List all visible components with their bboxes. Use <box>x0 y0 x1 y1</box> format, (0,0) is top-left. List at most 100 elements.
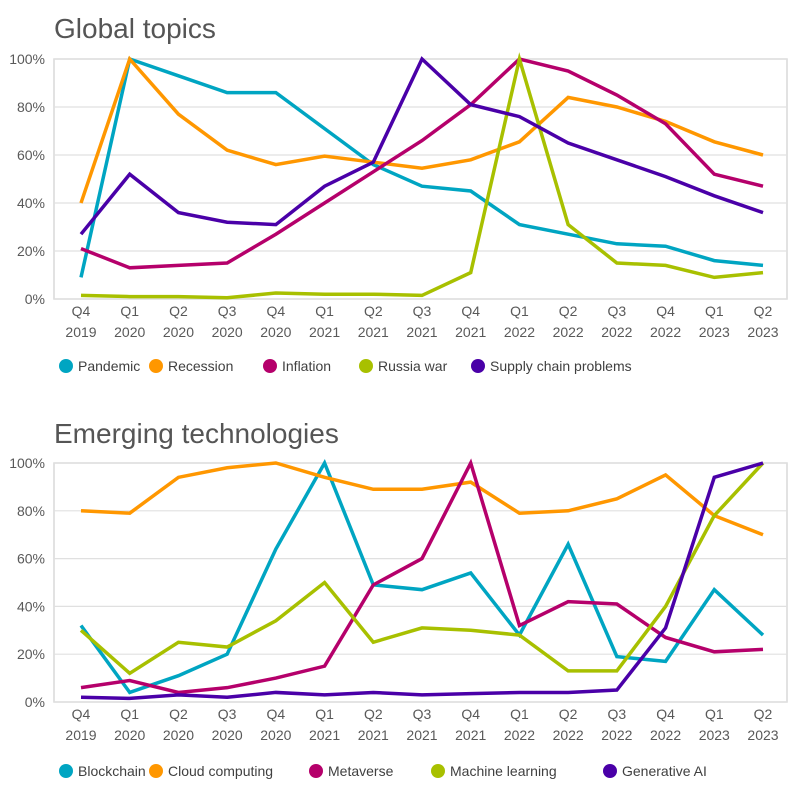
x-tick-year: 2022 <box>504 727 535 743</box>
legend-marker <box>309 764 323 778</box>
legend-marker <box>471 359 485 373</box>
x-tick-quarter: Q2 <box>559 303 578 319</box>
legend-marker <box>59 764 73 778</box>
x-tick-quarter: Q3 <box>413 303 432 319</box>
x-tick-quarter: Q4 <box>461 706 480 722</box>
x-tick-year: 2023 <box>699 727 730 743</box>
x-tick-year: 2019 <box>65 324 96 340</box>
x-tick-year: 2023 <box>699 324 730 340</box>
x-tick-quarter: Q3 <box>218 706 237 722</box>
x-tick-year: 2023 <box>747 324 778 340</box>
x-tick-year: 2021 <box>309 727 340 743</box>
x-tick-quarter: Q1 <box>120 303 139 319</box>
legend-marker <box>59 359 73 373</box>
x-tick-year: 2022 <box>553 727 584 743</box>
y-tick-label: 40% <box>17 598 45 614</box>
x-tick-quarter: Q1 <box>510 303 529 319</box>
x-tick-year: 2021 <box>406 727 437 743</box>
x-tick-year: 2022 <box>504 324 535 340</box>
x-tick-quarter: Q2 <box>754 303 773 319</box>
x-tick-year: 2020 <box>260 324 291 340</box>
x-tick-year: 2023 <box>747 727 778 743</box>
legend-marker <box>359 359 373 373</box>
y-tick-label: 100% <box>9 455 45 471</box>
x-tick-quarter: Q3 <box>608 303 627 319</box>
x-tick-year: 2020 <box>163 324 194 340</box>
x-tick-year: 2021 <box>406 324 437 340</box>
chart-title: Global topics <box>54 13 216 44</box>
y-tick-label: 0% <box>25 291 45 307</box>
chart-title: Emerging technologies <box>54 418 339 449</box>
legend-label: Recession <box>168 358 233 374</box>
series-line-pandemic <box>79 56 764 278</box>
x-tick-year: 2021 <box>309 324 340 340</box>
x-tick-year: 2022 <box>553 324 584 340</box>
x-tick-year: 2022 <box>601 727 632 743</box>
legend-label: Metaverse <box>328 763 394 779</box>
x-tick-year: 2022 <box>650 727 681 743</box>
legend-label: Pandemic <box>78 358 140 374</box>
x-tick-quarter: Q1 <box>315 706 334 722</box>
x-tick-quarter: Q1 <box>705 303 724 319</box>
x-tick-year: 2019 <box>65 727 96 743</box>
x-tick-quarter: Q4 <box>267 706 286 722</box>
y-tick-label: 20% <box>17 243 45 259</box>
x-tick-quarter: Q4 <box>461 303 480 319</box>
x-tick-quarter: Q3 <box>413 706 432 722</box>
x-tick-quarter: Q4 <box>267 303 286 319</box>
x-tick-quarter: Q3 <box>218 303 237 319</box>
x-tick-quarter: Q1 <box>510 706 529 722</box>
x-tick-quarter: Q2 <box>364 303 383 319</box>
legend-marker <box>431 764 445 778</box>
legend-label: Cloud computing <box>168 763 273 779</box>
x-tick-year: 2021 <box>455 727 486 743</box>
legend-marker <box>263 359 277 373</box>
series-line-supply-chain-problems <box>79 56 764 236</box>
x-tick-quarter: Q3 <box>608 706 627 722</box>
plot-frame <box>53 58 788 300</box>
legend-marker <box>149 764 163 778</box>
x-tick-quarter: Q4 <box>656 706 675 722</box>
x-tick-year: 2021 <box>358 324 389 340</box>
series-line-blockchain <box>79 458 765 695</box>
x-tick-year: 2020 <box>212 727 243 743</box>
series-line-recession <box>79 55 764 204</box>
x-tick-quarter: Q4 <box>656 303 675 319</box>
x-tick-year: 2021 <box>455 324 486 340</box>
y-tick-label: 20% <box>17 646 45 662</box>
legend-label: Inflation <box>282 358 331 374</box>
legend-label: Russia war <box>378 358 448 374</box>
legend-label: Supply chain problems <box>490 358 632 374</box>
legend-label: Generative AI <box>622 763 707 779</box>
series-line-russia-war <box>80 52 764 300</box>
y-tick-label: 80% <box>17 503 45 519</box>
x-tick-year: 2020 <box>212 324 243 340</box>
series-line-inflation <box>80 57 764 270</box>
legend-marker <box>149 359 163 373</box>
series-line-generative-ai <box>80 461 764 701</box>
x-tick-quarter: Q4 <box>72 706 91 722</box>
legend-label: Machine learning <box>450 763 557 779</box>
x-tick-quarter: Q1 <box>120 706 139 722</box>
series-line-machine-learning <box>79 461 765 676</box>
series-line-metaverse <box>80 458 764 695</box>
x-tick-year: 2021 <box>358 727 389 743</box>
y-tick-label: 60% <box>17 551 45 567</box>
legend-marker <box>603 764 617 778</box>
x-tick-quarter: Q2 <box>754 706 773 722</box>
x-tick-year: 2020 <box>260 727 291 743</box>
x-tick-quarter: Q2 <box>364 706 383 722</box>
legend-label: Blockchain <box>78 763 146 779</box>
y-tick-label: 0% <box>25 694 45 710</box>
x-tick-year: 2020 <box>163 727 194 743</box>
x-tick-year: 2020 <box>114 324 145 340</box>
x-tick-quarter: Q1 <box>315 303 334 319</box>
x-tick-year: 2022 <box>650 324 681 340</box>
y-tick-label: 100% <box>9 51 45 67</box>
series-line-cloud-computing <box>80 461 764 537</box>
x-tick-year: 2022 <box>601 324 632 340</box>
x-tick-quarter: Q1 <box>705 706 724 722</box>
x-tick-quarter: Q4 <box>72 303 91 319</box>
